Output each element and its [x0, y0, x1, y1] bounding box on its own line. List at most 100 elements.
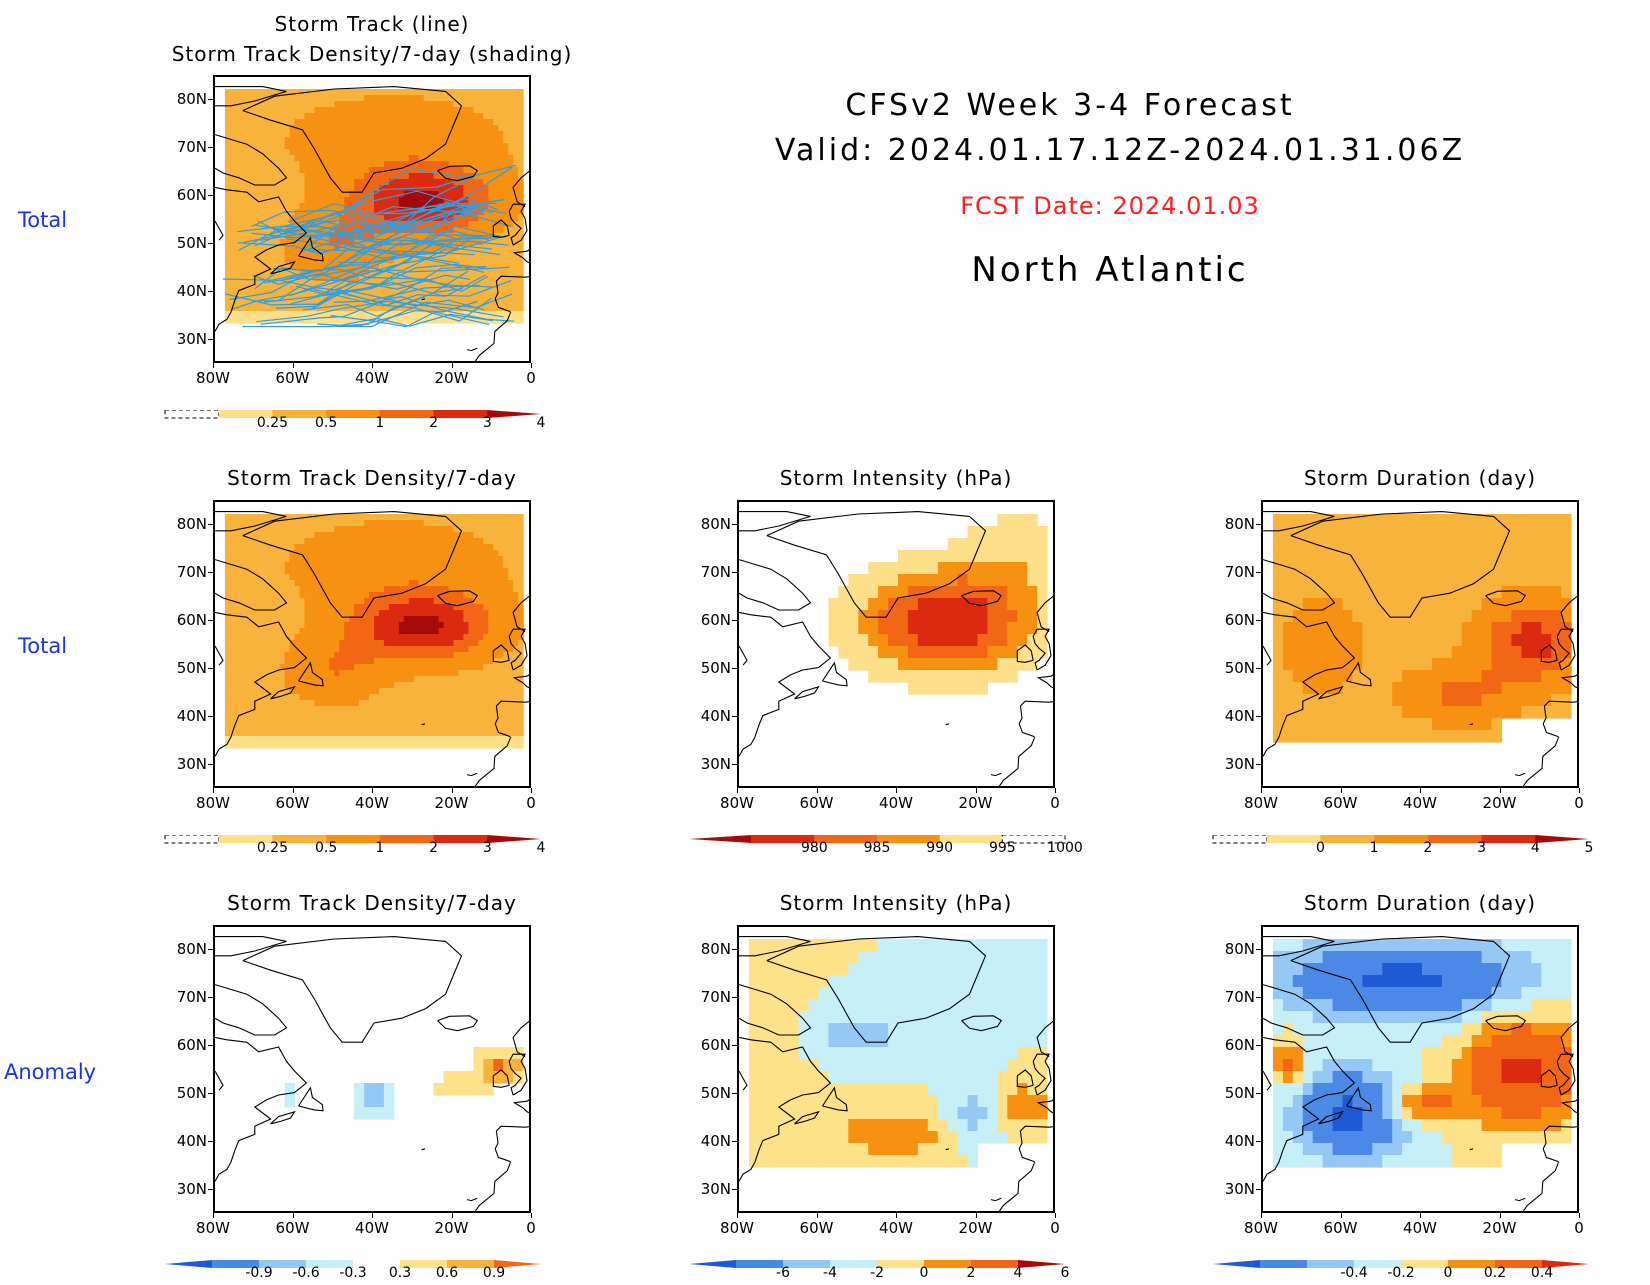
- grid-cell: [309, 520, 315, 527]
- grid-cell: [463, 119, 469, 126]
- grid-cell: [478, 101, 484, 108]
- grid-cell: [230, 532, 236, 539]
- grid-cell: [518, 281, 524, 288]
- grid-cell: [424, 706, 430, 713]
- grid-cell: [518, 568, 524, 575]
- grid-cell: [463, 221, 469, 228]
- grid-cell: [493, 215, 499, 222]
- grid-cell: [503, 550, 509, 557]
- grid-cell: [329, 676, 335, 683]
- grid-cell: [419, 700, 425, 707]
- grid-cell: [314, 610, 320, 617]
- grid-cell: [488, 101, 494, 108]
- grid-cell: [444, 580, 450, 587]
- grid-cell: [468, 95, 474, 102]
- grid-cell: [354, 526, 360, 533]
- grid-cell: [314, 556, 320, 563]
- grid-cell: [444, 652, 450, 659]
- grid-cell: [314, 652, 320, 659]
- grid-cell: [235, 676, 241, 683]
- grid-cell: [240, 155, 246, 162]
- grid-cell: [434, 628, 440, 635]
- grid-cell: [1017, 574, 1028, 587]
- grid-cell: [275, 167, 281, 174]
- grid-cell: [518, 736, 524, 743]
- grid-cell: [295, 538, 301, 545]
- grid-cell: [394, 628, 400, 635]
- grid-cell: [478, 652, 484, 659]
- grid-cell: [394, 652, 400, 659]
- grid-cell: [409, 634, 415, 641]
- grid-cell: [468, 89, 474, 96]
- grid-cell: [339, 317, 345, 324]
- grid-cell: [409, 143, 415, 150]
- grid-cell: [334, 143, 340, 150]
- grid-cell: [429, 107, 435, 114]
- grid-cell: [354, 682, 360, 689]
- grid-cell: [454, 718, 460, 725]
- grid-cell: [399, 568, 405, 575]
- grid-cell: [369, 682, 375, 689]
- grid-cell: [493, 520, 499, 527]
- grid-cell: [384, 538, 390, 545]
- grid-cell: [339, 628, 345, 635]
- grid-cell: [295, 556, 301, 563]
- grid-cell: [314, 724, 320, 731]
- grid-cell: [503, 155, 509, 162]
- grid-cell: [384, 706, 390, 713]
- grid-cell: [235, 730, 241, 737]
- grid-cell: [518, 730, 524, 737]
- grid-cell: [459, 544, 465, 551]
- grid-cell: [235, 149, 241, 156]
- grid-cell: [339, 520, 345, 527]
- grid-cell: [454, 634, 460, 641]
- grid-cell: [255, 736, 261, 743]
- grid-cell: [240, 730, 246, 737]
- grid-cell: [369, 694, 375, 701]
- grid-cell: [508, 287, 514, 294]
- grid-cell: [498, 119, 504, 126]
- grid-cell: [414, 664, 420, 671]
- tick-mark: [208, 243, 213, 244]
- grid-cell: [349, 532, 355, 539]
- grid-cell: [230, 257, 236, 264]
- grid-cell: [369, 544, 375, 551]
- grid-cell: [300, 143, 306, 150]
- grid-cell: [319, 173, 325, 180]
- grid-cell: [394, 149, 400, 156]
- grid-cell: [250, 161, 256, 168]
- grid-cell: [275, 574, 281, 581]
- grid-cell: [424, 574, 430, 581]
- grid-cell: [354, 113, 360, 120]
- grid-cell: [389, 526, 395, 533]
- grid-cell: [225, 281, 231, 288]
- grid-cell: [314, 616, 320, 623]
- grid-cell: [483, 736, 489, 743]
- grid-cell: [265, 251, 271, 258]
- grid-cell: [354, 173, 360, 180]
- grid-cell: [463, 257, 469, 264]
- grid-cell: [225, 179, 231, 186]
- grid-cell: [235, 143, 241, 150]
- grid-cell: [978, 550, 989, 563]
- grid-cell: [255, 598, 261, 605]
- grid-cell: [434, 101, 440, 108]
- grid-cell: [290, 712, 296, 719]
- grid-cell: [349, 580, 355, 587]
- grid-cell: [225, 616, 231, 623]
- grid-cell: [245, 646, 251, 653]
- grid-cell: [334, 161, 340, 168]
- grid-cell: [359, 712, 365, 719]
- grid-cell: [498, 532, 504, 539]
- grid-cell: [394, 580, 400, 587]
- grid-cell: [280, 113, 286, 120]
- grid-cell: [389, 730, 395, 737]
- grid-cell: [290, 161, 296, 168]
- grid-cell: [285, 670, 291, 677]
- grid-cell: [463, 682, 469, 689]
- grid-cell: [339, 568, 345, 575]
- grid-cell: [454, 251, 460, 258]
- grid-cell: [898, 562, 909, 575]
- grid-cell: [503, 215, 509, 222]
- grid-cell: [898, 610, 909, 623]
